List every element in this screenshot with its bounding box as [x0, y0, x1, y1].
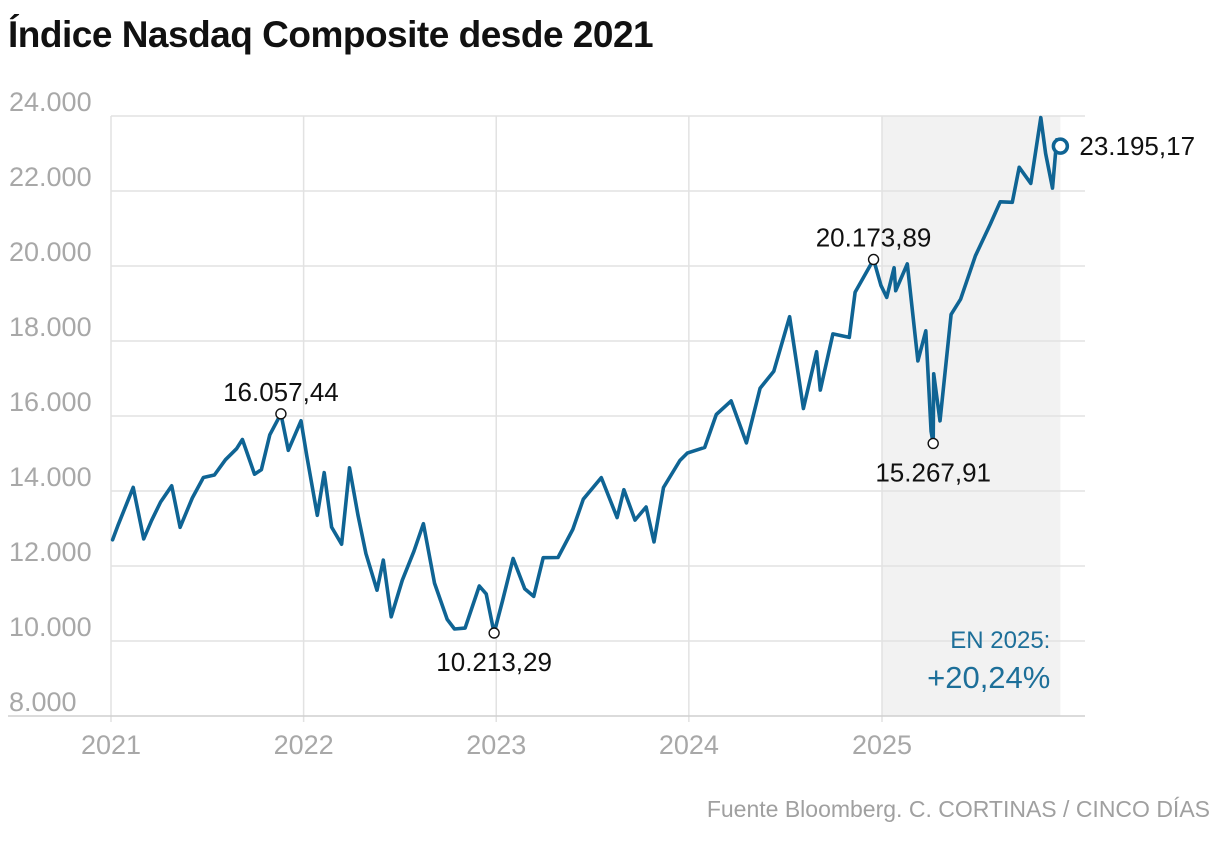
annotations: 16.057,44 10.213,29 20.173,89 15.267,91 23.1…: [223, 131, 1195, 677]
annotation-label: 16.057,44: [223, 377, 339, 407]
annotation-marker: [488, 627, 500, 639]
highlight-label: EN 2025:: [950, 627, 1050, 654]
x-tick-label: 2025: [852, 730, 912, 760]
end-point-marker: [1051, 137, 1070, 155]
annotation-marker: [867, 253, 880, 266]
y-tick-label: 24.000: [9, 87, 92, 117]
annotation-marker: [275, 408, 287, 420]
annotation-label: 15.267,91: [875, 457, 991, 487]
x-tick-label: 2022: [274, 730, 334, 760]
gridlines: [110, 115, 1085, 722]
source-credit: Fuente Bloomberg. C. CORTINAS / CINCO DÍ…: [706, 796, 1210, 822]
annotation-label: 23.195,17: [1079, 131, 1195, 161]
annotation-marker: [927, 437, 939, 450]
x-axis-ticks: 2021 2022 2023 2024 2025: [81, 730, 912, 760]
y-tick-label: 22.000: [9, 162, 92, 192]
annotation-label: 10.213,29: [436, 647, 552, 677]
x-tick-label: 2021: [81, 730, 141, 760]
y-tick-label: 12.000: [9, 537, 92, 567]
y-tick-label: 10.000: [9, 612, 92, 642]
highlight-value: +20,24%: [927, 660, 1050, 695]
x-tick-label: 2023: [466, 730, 526, 760]
annotation-label: 20.173,89: [816, 222, 932, 252]
y-tick-label: 14.000: [9, 462, 92, 492]
y-tick-label: 16.000: [9, 387, 92, 417]
y-tick-label: 20.000: [9, 237, 92, 267]
chart-title: Índice Nasdaq Composite desde 2021: [8, 14, 654, 55]
y-tick-label: 8.000: [9, 687, 77, 717]
y-axis-ticks: 8.000 10.000 12.000 14.000 16.000 18.000 20.00…: [9, 87, 92, 717]
x-tick-label: 2024: [659, 730, 719, 760]
y-tick-label: 18.000: [9, 312, 92, 342]
nasdaq-line: [110, 115, 1063, 635]
